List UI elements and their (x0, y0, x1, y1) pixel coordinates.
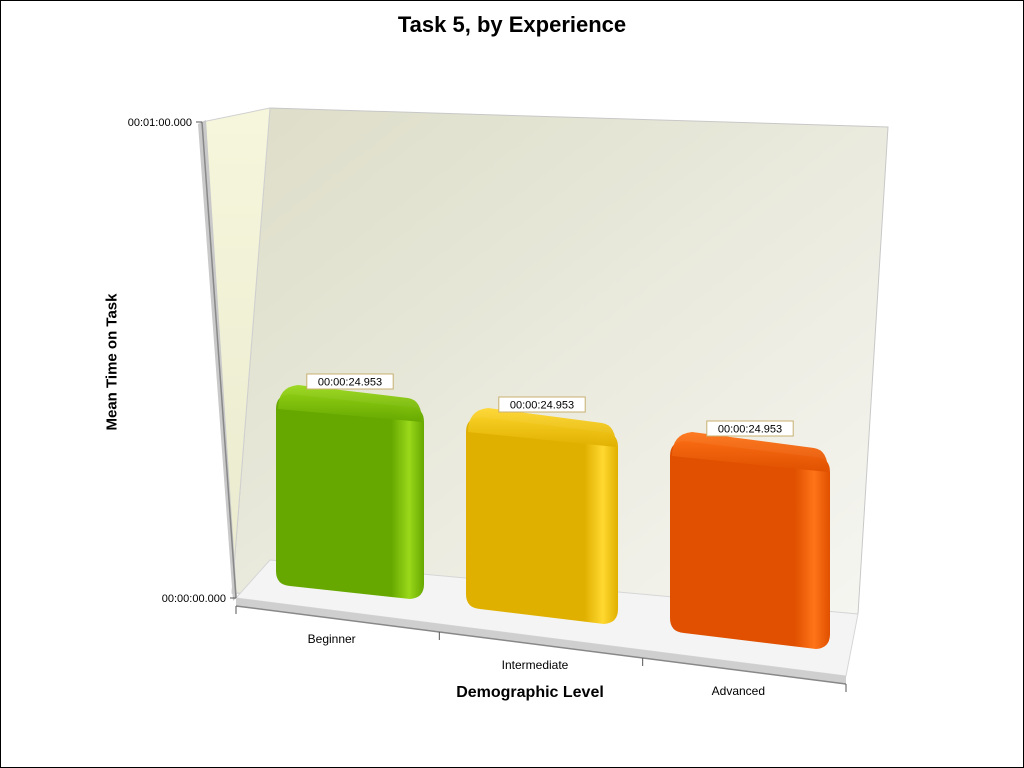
floor-front-edge (236, 598, 846, 684)
bar-top-cap (672, 432, 828, 472)
data-label: 00:00:24.953 (510, 400, 574, 412)
chart-title: Task 5, by Experience (397, 12, 627, 37)
y-axis-line (201, 121, 237, 599)
data-label-box (706, 420, 794, 437)
y-tick-label: 00:00:00.000 (162, 593, 226, 605)
x-tick-label: Beginner (308, 632, 356, 646)
y-tick-label: 00:01:00.000 (128, 117, 192, 129)
bar-top-cap (278, 385, 422, 422)
x-tick-label: Advanced (712, 684, 765, 698)
x-tick-label: Intermediate (502, 658, 569, 672)
data-label: 00:00:24.953 (318, 377, 382, 389)
bar-top-cap (468, 408, 616, 447)
data-label: 00:00:24.953 (718, 424, 782, 436)
bar-beginner (276, 394, 424, 599)
bar-intermediate (466, 417, 618, 624)
data-label-box (498, 396, 586, 413)
data-label-box (306, 373, 394, 390)
x-axis-line (235, 605, 847, 685)
x-axis-label: Demographic Level (456, 684, 604, 701)
bar-advanced (670, 441, 830, 649)
